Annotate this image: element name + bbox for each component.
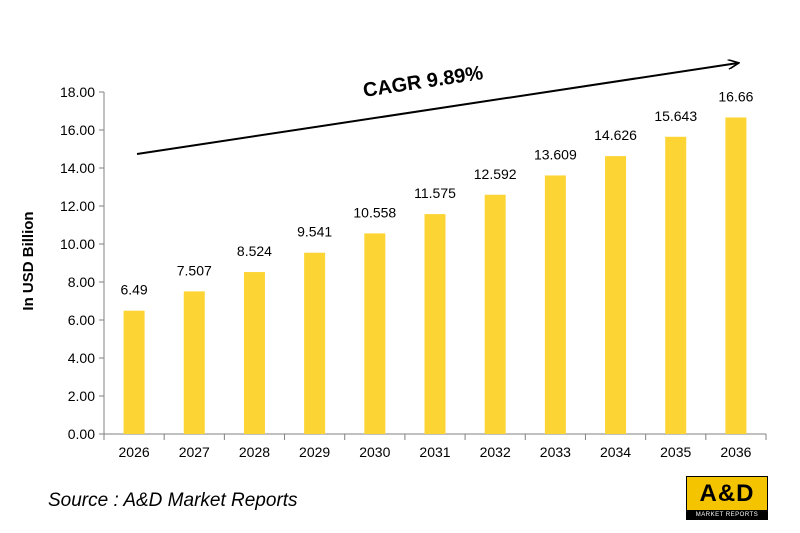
y-tick-label: 2.00 xyxy=(68,388,95,404)
y-tick-label: 8.00 xyxy=(68,274,95,290)
bar xyxy=(123,310,145,434)
x-tick-label: 2031 xyxy=(419,444,450,460)
cagr-arrow xyxy=(136,63,738,155)
bar xyxy=(544,175,566,434)
data-labels-group: 2026 6.49 2027 7.507 2028 8.524 2029 9.541 2030 1… xyxy=(119,88,754,460)
data-label: 11.575 xyxy=(414,185,456,201)
source-note: Source : A&D Market Reports xyxy=(48,490,298,511)
logo-subtext: MARKET REPORTS xyxy=(695,511,759,518)
data-label: 13.609 xyxy=(534,146,577,162)
x-tick-label: 2035 xyxy=(660,444,691,460)
y-tick-label: 14.00 xyxy=(60,160,95,176)
bars-group xyxy=(123,117,747,435)
y-axis-title: In USD Billion xyxy=(20,211,37,310)
data-label: 16.66 xyxy=(718,88,753,104)
y-tick-label: 18.00 xyxy=(60,84,95,100)
bar xyxy=(364,233,386,434)
x-tick-label: 2028 xyxy=(239,444,270,460)
bar xyxy=(665,136,687,434)
x-tick-label: 2032 xyxy=(480,444,511,460)
data-label: 15.643 xyxy=(654,108,697,124)
x-tick-label: 2036 xyxy=(720,444,751,460)
data-label: 14.626 xyxy=(594,127,637,143)
y-tick-label: 12.00 xyxy=(60,198,95,214)
x-tick-label: 2029 xyxy=(299,444,330,460)
bar xyxy=(304,252,326,434)
data-label: 7.507 xyxy=(177,262,212,278)
x-tick-label: 2027 xyxy=(179,444,210,460)
bar xyxy=(243,272,265,434)
bar xyxy=(605,156,627,434)
bar xyxy=(484,194,506,434)
x-tick-label: 2026 xyxy=(119,444,150,460)
bar xyxy=(183,291,205,434)
data-label: 8.524 xyxy=(237,243,272,259)
y-tick-label: 10.00 xyxy=(60,236,95,252)
cagr-annotation: CAGR 9.89% xyxy=(362,62,485,102)
x-tick-label: 2034 xyxy=(600,444,631,460)
x-tick-label: 2033 xyxy=(540,444,571,460)
data-label: 9.541 xyxy=(297,224,332,240)
y-tick-label: 0.00 xyxy=(68,426,95,442)
ad-logo: A&D MARKET REPORTS xyxy=(686,476,768,520)
data-label: 10.558 xyxy=(353,204,396,220)
data-label: 12.592 xyxy=(474,166,517,182)
x-tick-label: 2030 xyxy=(359,444,390,460)
bar xyxy=(424,214,446,434)
y-tick-label: 6.00 xyxy=(68,312,95,328)
logo-text: A&D xyxy=(687,477,767,510)
data-label: 6.49 xyxy=(120,282,147,298)
y-tick-label: 4.00 xyxy=(68,350,95,366)
bar xyxy=(725,117,747,435)
axes: 0.00 2.00 4.00 6.00 8.00 10.00 12.00 14.00 16.00… xyxy=(60,84,767,442)
y-tick-label: 16.00 xyxy=(60,122,95,138)
